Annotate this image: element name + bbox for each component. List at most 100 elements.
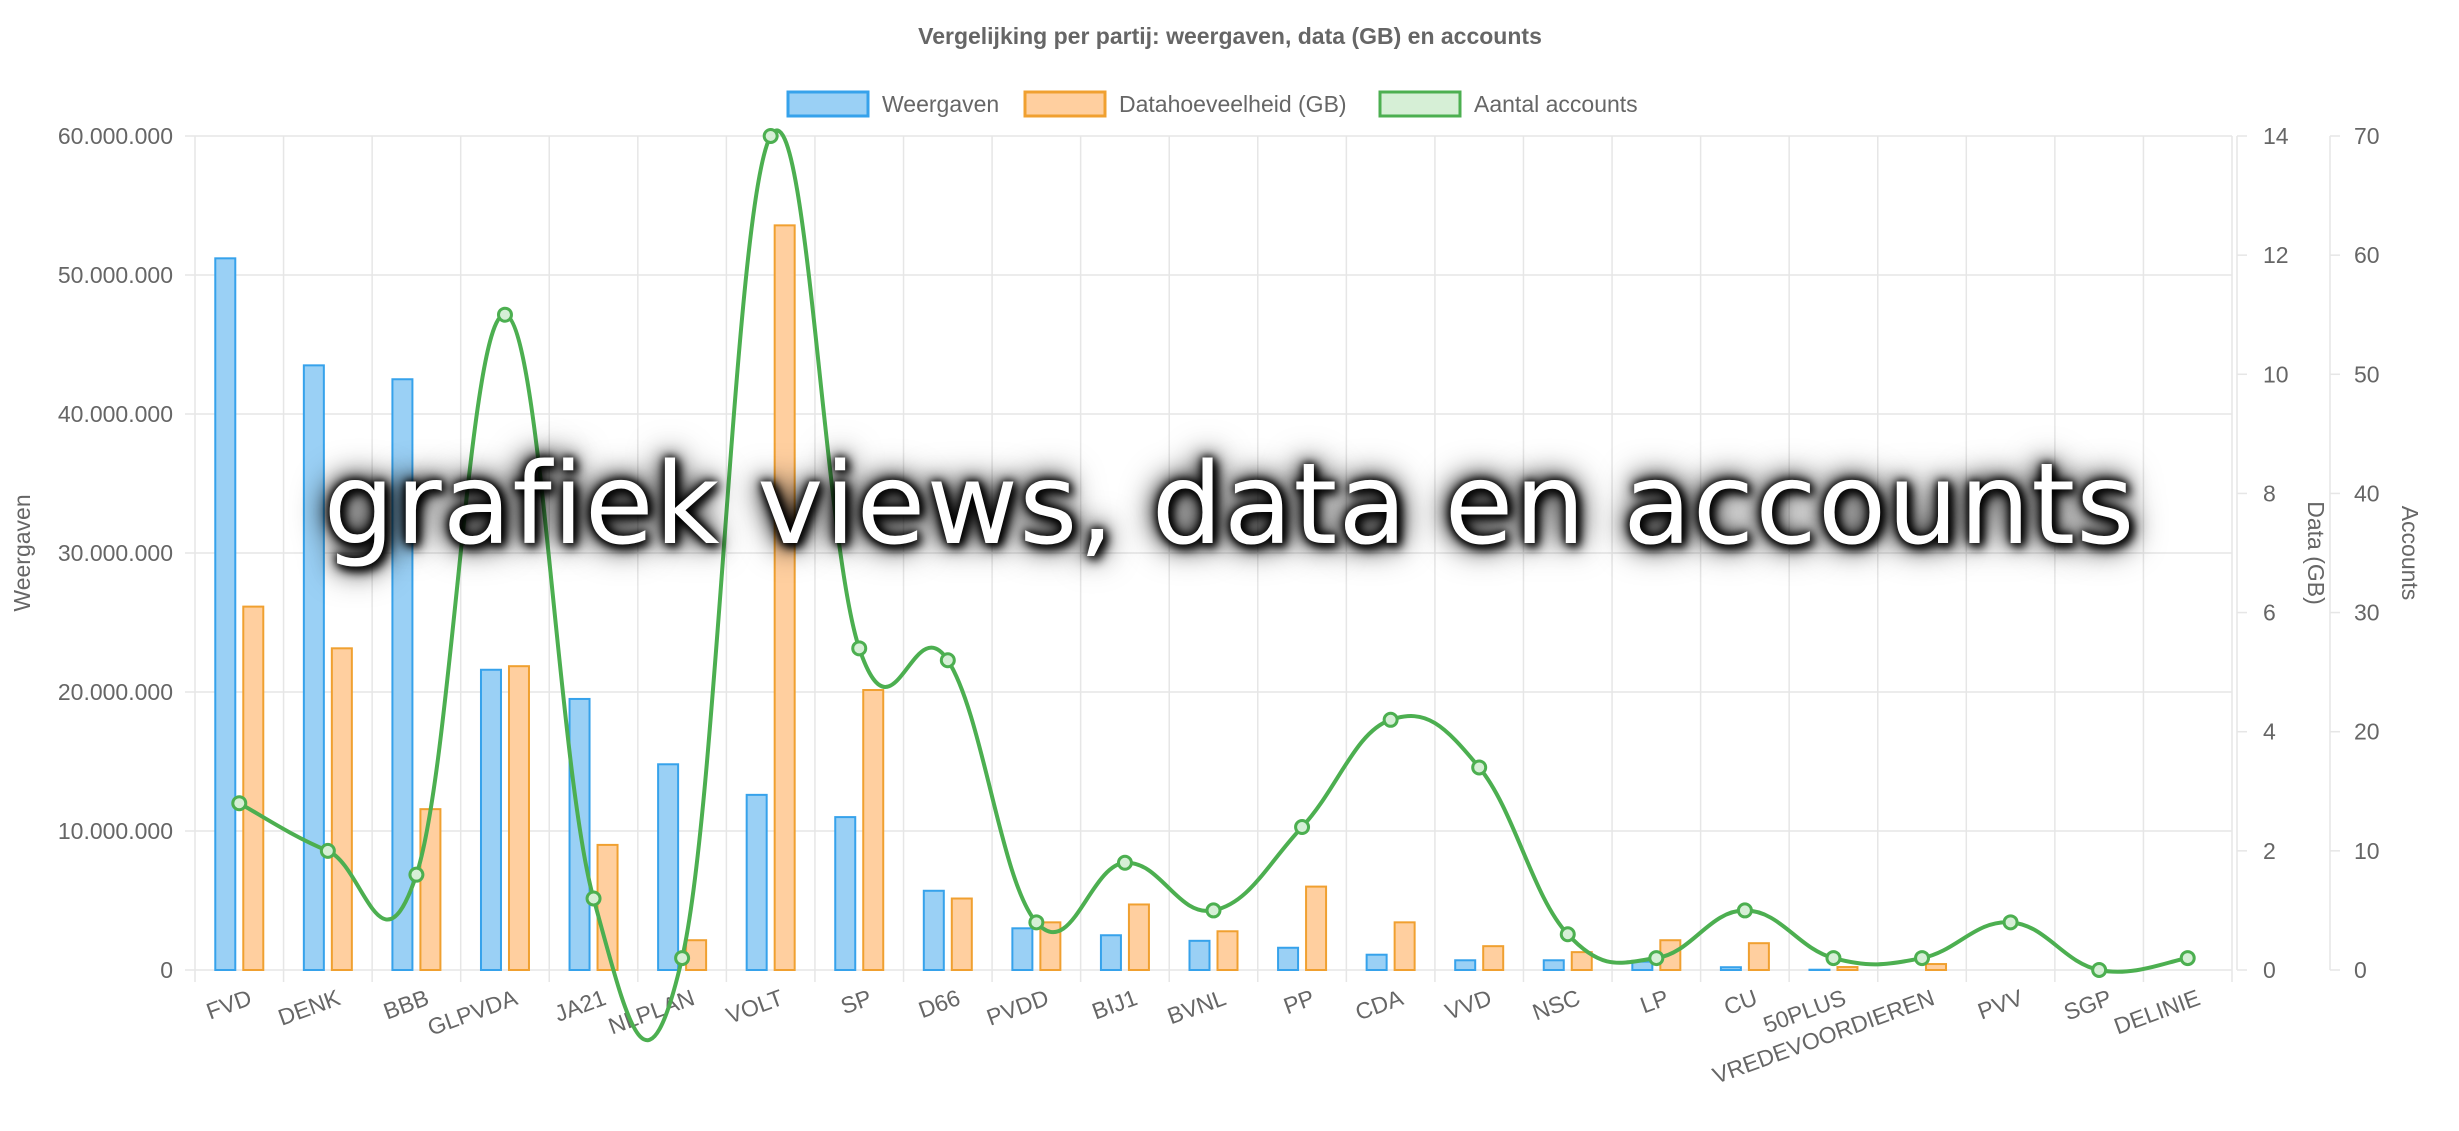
- y-left-tick-label: 30.000.000: [58, 540, 173, 566]
- x-tick-label: NSC: [1529, 984, 1584, 1025]
- y-data-tick-label: 4: [2263, 719, 2276, 745]
- bar-weergaven: [924, 891, 944, 970]
- point-accounts: [941, 654, 954, 667]
- bar-weergaven: [1721, 967, 1741, 970]
- point-accounts: [1030, 916, 1043, 929]
- bar-data: [1926, 964, 1946, 970]
- point-accounts: [1473, 761, 1486, 774]
- bar-weergaven: [304, 365, 324, 970]
- x-tick-label: CDA: [1352, 984, 1407, 1025]
- y-accounts-tick-label: 40: [2354, 480, 2380, 506]
- point-accounts: [410, 868, 423, 881]
- bar-data: [952, 899, 972, 970]
- bar-weergaven: [392, 379, 412, 970]
- point-accounts: [587, 892, 600, 905]
- x-tick-label: FVD: [203, 984, 255, 1024]
- x-tick-label: JA21: [551, 984, 609, 1026]
- y-data-axis-title: Data (GB): [2303, 501, 2329, 605]
- legend-swatch: [1380, 92, 1460, 116]
- x-tick-label: PVDD: [983, 984, 1052, 1030]
- bar-data: [243, 607, 263, 970]
- bar-weergaven: [1544, 960, 1564, 970]
- y-data-tick-label: 14: [2263, 123, 2289, 149]
- y-data-tick-label: 2: [2263, 838, 2276, 864]
- point-accounts: [2004, 916, 2017, 929]
- point-accounts: [853, 642, 866, 655]
- point-accounts: [1296, 821, 1309, 834]
- bar-weergaven: [1455, 960, 1475, 970]
- point-accounts: [1118, 856, 1131, 869]
- y-left-axis-title: Weergaven: [9, 494, 35, 611]
- legend-label: Aantal accounts: [1474, 91, 1638, 117]
- point-accounts: [498, 308, 511, 321]
- x-tick-label: PVV: [1974, 984, 2027, 1024]
- bar-weergaven: [835, 817, 855, 970]
- legend: Weergaven Datahoeveelheid (GB) Aantal acco…: [788, 91, 1638, 117]
- legend-label: Datahoeveelheid (GB): [1119, 91, 1347, 117]
- bar-data: [1837, 967, 1857, 970]
- point-accounts: [2181, 952, 2194, 965]
- x-tick-label: DELINIE: [2110, 984, 2203, 1039]
- axes: 010.000.00020.000.00030.000.00040.000.00…: [9, 123, 2423, 1089]
- chart-title: Vergelijking per partij: weergaven, data…: [918, 23, 1542, 49]
- bar-data: [509, 666, 529, 970]
- point-accounts: [321, 844, 334, 857]
- point-accounts: [1384, 713, 1397, 726]
- y-accounts-tick-label: 0: [2354, 957, 2367, 983]
- bar-weergaven: [658, 764, 678, 970]
- point-accounts: [1738, 904, 1751, 917]
- bar-data: [775, 225, 795, 970]
- legend-label: Weergaven: [882, 91, 999, 117]
- x-tick-label: CU: [1720, 984, 1760, 1020]
- y-left-tick-label: 10.000.000: [58, 818, 173, 844]
- point-accounts: [2093, 964, 2106, 977]
- x-tick-label: D66: [915, 984, 964, 1023]
- x-tick-label: BIJ1: [1088, 984, 1140, 1024]
- point-accounts: [676, 952, 689, 965]
- x-tick-label: BVNL: [1164, 984, 1230, 1029]
- bar-data: [863, 690, 883, 970]
- y-accounts-tick-label: 20: [2354, 719, 2380, 745]
- point-accounts: [1207, 904, 1220, 917]
- legend-swatch: [1025, 92, 1105, 116]
- legend-swatch: [788, 92, 868, 116]
- y-left-tick-label: 50.000.000: [58, 262, 173, 288]
- bar-data: [1129, 904, 1149, 970]
- y-data-tick-label: 12: [2263, 242, 2289, 268]
- point-accounts: [233, 797, 246, 810]
- bar-data: [420, 809, 440, 970]
- point-accounts: [1916, 952, 1929, 965]
- x-tick-label: VOLT: [723, 984, 787, 1028]
- y-data-tick-label: 6: [2263, 600, 2276, 626]
- y-data-tick-label: 10: [2263, 361, 2289, 387]
- y-data-tick-label: 8: [2263, 480, 2276, 506]
- bar-data: [1749, 943, 1769, 970]
- bar-weergaven: [1278, 948, 1298, 970]
- point-accounts: [1650, 952, 1663, 965]
- bar-data: [332, 648, 352, 970]
- x-tick-label: VVD: [1442, 984, 1495, 1025]
- y-accounts-tick-label: 50: [2354, 361, 2380, 387]
- point-accounts: [1827, 952, 1840, 965]
- y-left-tick-label: 40.000.000: [58, 401, 173, 427]
- point-accounts: [1561, 928, 1574, 941]
- bar-weergaven: [481, 670, 501, 970]
- bar-data: [1395, 922, 1415, 970]
- x-tick-label: LP: [1637, 984, 1672, 1018]
- bar-weergaven: [747, 795, 767, 970]
- x-tick-label: SP: [837, 984, 875, 1019]
- y-accounts-axis-title: Accounts: [2397, 506, 2423, 601]
- point-accounts: [764, 130, 777, 143]
- bar-weergaven: [1101, 935, 1121, 970]
- bar-weergaven: [215, 258, 235, 970]
- bar-weergaven: [1367, 955, 1387, 970]
- bar-data: [1306, 887, 1326, 970]
- bar-weergaven: [1190, 941, 1210, 970]
- x-tick-label: GLPVDA: [424, 984, 521, 1041]
- y-accounts-tick-label: 60: [2354, 242, 2380, 268]
- y-accounts-tick-label: 10: [2354, 838, 2380, 864]
- y-accounts-tick-label: 70: [2354, 123, 2380, 149]
- x-tick-label: SGP: [2060, 984, 2115, 1025]
